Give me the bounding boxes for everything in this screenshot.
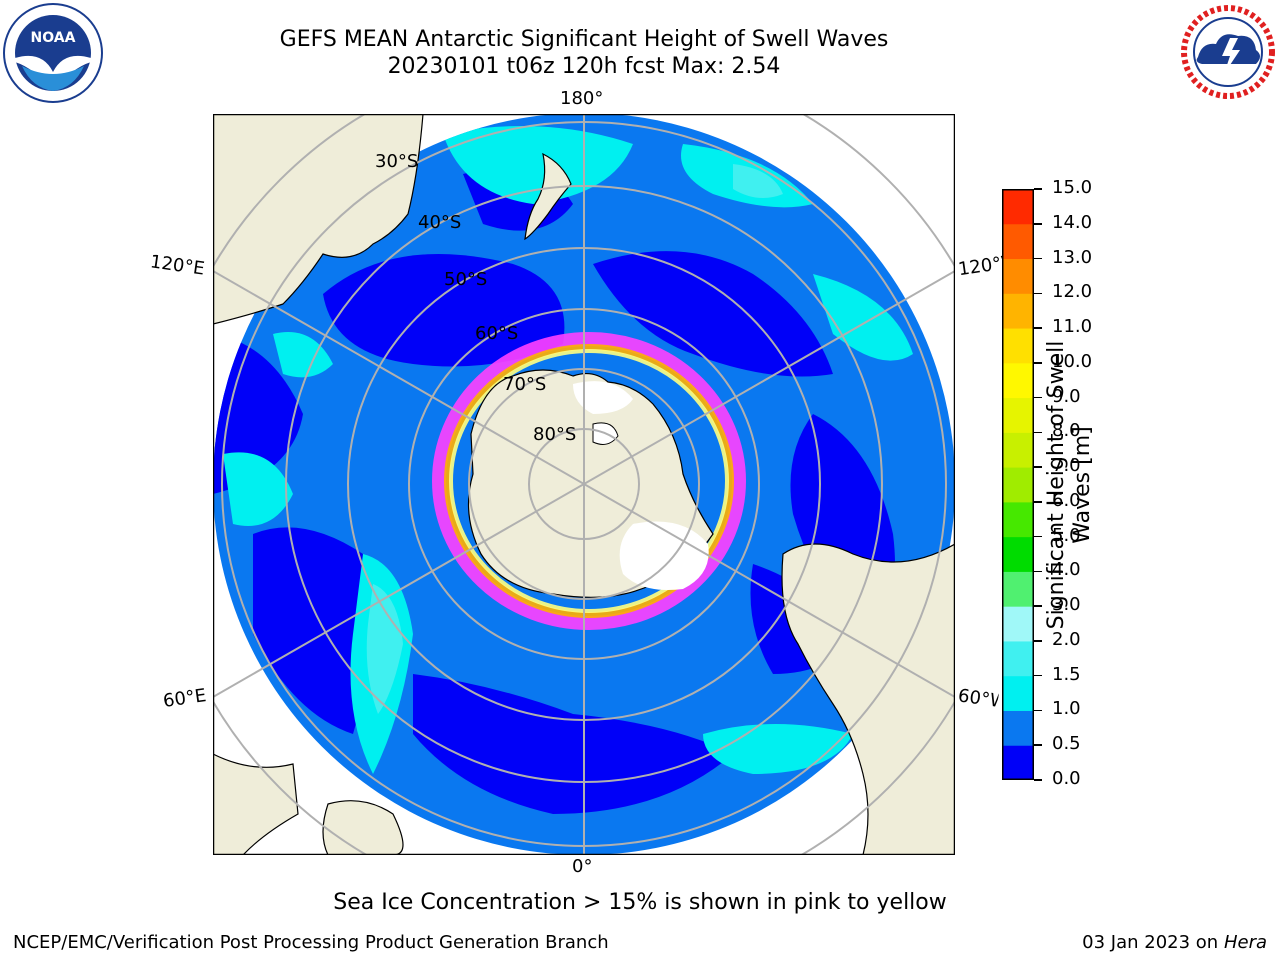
colorbar-tick-mark: [1034, 292, 1042, 295]
colorbar-tick-label: 9.0: [1052, 385, 1081, 407]
colorbar-tick-mark: [1034, 362, 1042, 364]
colorbar-tick-label: 4.0: [1052, 559, 1081, 581]
footer-date: 03 Jan 2023 on Hera: [1082, 932, 1267, 953]
colorbar-tick-mark: [1034, 188, 1042, 190]
colorbar-tick-mark: [1034, 257, 1042, 260]
sea-ice-caption: Sea Ice Concentration > 15% is shown in …: [333, 890, 947, 915]
colorbar-segment: [1002, 432, 1034, 468]
land-madagascar: [322, 800, 404, 855]
lat-label-70s: 70°S: [503, 374, 547, 395]
lat-label-50s: 50°S: [444, 269, 488, 290]
sea-ice-ross: [573, 381, 633, 414]
colorbar-segment: [1002, 293, 1034, 329]
lon-label-180: 180°: [560, 88, 604, 109]
colorbar-segment: [1002, 189, 1034, 225]
colorbar-tick-label: 14.0: [1052, 211, 1093, 233]
colorbar-tick-mark: [1034, 605, 1042, 607]
colorbar-tick-mark: [1034, 779, 1042, 781]
colorbar-tick-label: 7.0: [1052, 455, 1081, 477]
colorbar-label: Significant Height of Swell Waves [m]: [1044, 315, 1096, 655]
lon-label-60e: 60°E: [161, 685, 208, 712]
national-weather-service-logo: [1180, 4, 1276, 100]
colorbar-label-line2: Waves [m]: [1070, 426, 1095, 544]
colorbar-tick-mark: [1034, 640, 1042, 642]
land-new-zealand: [524, 152, 572, 241]
lon-label-60w: 60°W: [956, 685, 1000, 712]
colorbar-tick-mark: [1034, 327, 1042, 329]
colorbar: [1002, 189, 1034, 780]
colorbar-tick-mark: [1034, 396, 1042, 399]
map-panel: [213, 114, 955, 855]
colorbar-segment: [1002, 328, 1034, 364]
colorbar-tick-mark: [1034, 501, 1042, 503]
colorbar-border: [1002, 189, 1034, 780]
colorbar-tick-mark: [1034, 466, 1042, 468]
colorbar-segment: [1002, 223, 1034, 260]
colorbar-segment: [1002, 640, 1034, 677]
noaa-logo: NOAA: [3, 3, 103, 103]
colorbar-tick-label: 1.5: [1052, 663, 1081, 685]
colorbar-tick-label: 12.0: [1052, 281, 1093, 303]
colorbar-tick-mark: [1034, 431, 1042, 434]
colorbar-tick-label: 15.0: [1052, 177, 1093, 198]
colorbar-tick-label: 11.0: [1052, 316, 1093, 338]
colorbar-tick-label: 5.0: [1052, 524, 1081, 546]
colorbar-segment: [1002, 258, 1034, 294]
colorbar-tick-mark: [1034, 223, 1042, 225]
footer-credit: NCEP/EMC/Verification Post Processing Pr…: [13, 932, 609, 953]
land-australia: [213, 114, 424, 325]
colorbar-segment: [1002, 467, 1034, 503]
colorbar-tick-label: 0.5: [1052, 733, 1081, 755]
lon-label-0: 0°: [572, 856, 593, 877]
colorbar-tick-mark: [1034, 570, 1042, 573]
colorbar-tick-mark: [1034, 709, 1042, 712]
colorbar-tick-label: 0.0: [1052, 768, 1081, 789]
colorbar-tick-label: 2.0: [1052, 628, 1081, 650]
graticule: [213, 114, 955, 855]
footer-host: Hera: [1223, 932, 1267, 953]
lat-label-30s: 30°S: [375, 151, 419, 172]
polar-map: [213, 114, 955, 855]
colorbar-tick-label: 13.0: [1052, 246, 1093, 268]
sea-ice-ring: [432, 332, 746, 630]
colorbar-tick-label: 6.0: [1052, 489, 1081, 511]
lat-label-60s: 60°S: [475, 323, 519, 344]
colorbar-segment: [1002, 745, 1034, 780]
colorbar-segment: [1002, 710, 1034, 746]
colorbar-tick-mark: [1034, 674, 1042, 677]
colorbar-tick-mark: [1034, 535, 1042, 538]
colorbar-tick-mark: [1034, 744, 1042, 746]
colorbar-tick-label: 3.0: [1052, 594, 1081, 616]
colorbar-label-line1: Significant Height of Swell: [1044, 340, 1069, 630]
land-africa: [213, 753, 299, 855]
lat-label-80s: 80°S: [533, 424, 577, 445]
footer-date-text: 03 Jan 2023 on: [1082, 932, 1219, 953]
sea-ice-weddell: [619, 521, 709, 590]
chart-title: GEFS MEAN Antarctic Significant Height o…: [279, 27, 889, 52]
colorbar-segment: [1002, 362, 1034, 399]
colorbar-segment: [1002, 606, 1034, 642]
colorbar-tick-label: 1.0: [1052, 698, 1081, 720]
colorbar-segment: [1002, 397, 1034, 433]
lon-label-120e: 120°E: [148, 251, 206, 280]
colorbar-segment: [1002, 536, 1034, 572]
chart-subtitle: 20230101 t06z 120h fcst Max: 2.54: [387, 54, 781, 79]
colorbar-segment: [1002, 571, 1034, 607]
colorbar-tick-label: 10.0: [1052, 350, 1093, 372]
colorbar-segment: [1002, 675, 1034, 711]
svg-text:NOAA: NOAA: [31, 30, 76, 46]
colorbar-segment: [1002, 501, 1034, 538]
lat-label-40s: 40°S: [418, 212, 462, 233]
colorbar-tick-label: 8.0: [1052, 420, 1081, 442]
